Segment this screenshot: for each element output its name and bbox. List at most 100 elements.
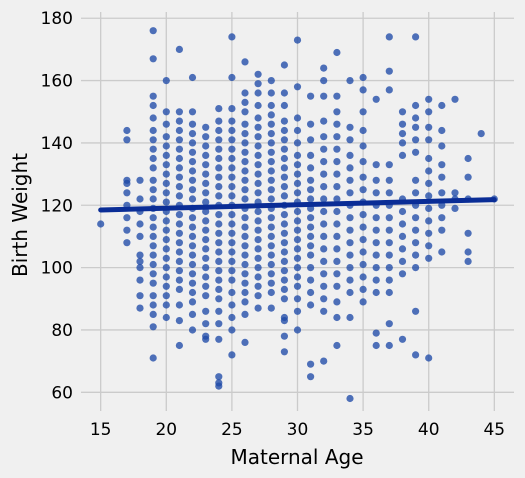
data-point: [280, 173, 288, 181]
data-point: [293, 114, 302, 122]
data-point: [293, 126, 302, 135]
data-point: [228, 173, 236, 181]
data-point: [280, 317, 288, 325]
data-point: [149, 292, 157, 300]
data-point: [346, 77, 354, 85]
data-point: [346, 276, 354, 284]
data-point: [464, 154, 472, 163]
y-tick-label: 60: [51, 383, 73, 403]
data-point: [149, 270, 157, 278]
data-point: [254, 245, 262, 253]
data-point: [307, 214, 315, 222]
data-point: [215, 164, 223, 172]
data-point: [228, 164, 236, 172]
data-point: [202, 273, 210, 281]
data-point: [293, 295, 302, 303]
data-point: [228, 288, 236, 297]
data-point: [254, 114, 262, 122]
data-point: [372, 214, 380, 222]
data-point: [320, 295, 328, 303]
data-point: [162, 254, 170, 262]
data-point: [228, 145, 236, 153]
data-point: [320, 145, 328, 153]
data-point: [254, 189, 262, 197]
data-point: [346, 264, 354, 272]
data-point: [215, 154, 223, 163]
data-point: [162, 313, 170, 322]
data-point: [162, 142, 170, 150]
data-point: [280, 117, 288, 125]
data-point: [149, 114, 157, 122]
data-point: [267, 279, 275, 287]
data-point: [398, 335, 407, 343]
data-point: [412, 214, 420, 222]
data-point: [346, 189, 354, 197]
data-point: [425, 95, 433, 103]
data-point: [202, 292, 210, 300]
data-point: [293, 217, 302, 225]
data-point: [372, 276, 380, 284]
data-point: [175, 126, 183, 135]
data-point: [412, 123, 420, 131]
data-point: [385, 33, 393, 41]
data-point: [280, 267, 288, 275]
data-point: [149, 27, 157, 35]
data-point: [320, 270, 328, 278]
data-point: [280, 136, 288, 144]
data-point: [280, 229, 288, 237]
data-point: [320, 232, 328, 240]
data-point: [372, 161, 380, 169]
data-point: [280, 239, 288, 247]
data-point: [346, 226, 354, 234]
data-point: [385, 161, 393, 169]
data-point: [385, 288, 393, 297]
data-point: [136, 292, 144, 300]
data-point: [307, 264, 315, 272]
data-point: [372, 341, 380, 350]
x-tick-label: 35: [352, 420, 374, 440]
data-point: [215, 145, 223, 153]
data-point: [215, 382, 223, 390]
data-point: [202, 198, 210, 206]
data-point: [359, 236, 367, 244]
data-point: [228, 220, 236, 228]
data-point: [293, 282, 302, 290]
y-tick-label: 160: [41, 72, 73, 92]
data-point: [425, 229, 433, 237]
data-point: [425, 167, 433, 175]
data-point: [333, 282, 341, 290]
data-point: [320, 245, 328, 253]
data-point: [175, 136, 183, 144]
data-point: [175, 220, 183, 228]
fit-line: [98, 197, 497, 213]
data-point: [254, 101, 262, 110]
data-point: [307, 301, 315, 309]
data-point: [280, 332, 288, 340]
data-point: [149, 214, 157, 222]
x-tick-label: 25: [221, 420, 243, 440]
data-point: [123, 226, 131, 234]
data-point: [254, 282, 262, 290]
data-point: [359, 126, 367, 135]
data-point: [228, 257, 236, 265]
data-point: [215, 117, 223, 125]
data-point: [215, 220, 223, 228]
data-point: [359, 173, 367, 181]
data-point: [293, 254, 302, 262]
data-point: [425, 136, 433, 144]
data-point: [398, 207, 407, 216]
data-point: [359, 248, 367, 256]
x-tick-label: 45: [483, 420, 505, 440]
data-point: [136, 276, 144, 284]
data-point: [385, 341, 393, 350]
data-point: [97, 220, 105, 228]
data-point: [202, 133, 210, 141]
data-point: [175, 164, 183, 172]
data-point: [385, 214, 393, 222]
data-point: [149, 323, 157, 331]
data-point: [333, 145, 341, 153]
data-point: [215, 229, 223, 237]
data-points: [97, 27, 498, 403]
data-point: [280, 154, 288, 163]
data-point: [241, 148, 249, 156]
